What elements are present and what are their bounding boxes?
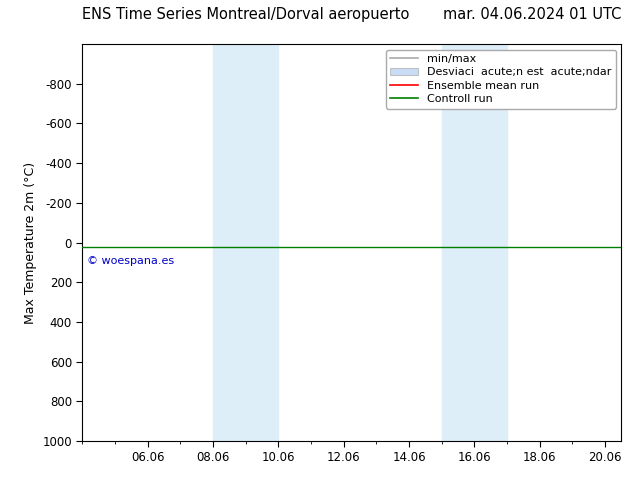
Text: © woespana.es: © woespana.es <box>87 256 174 267</box>
Text: ENS Time Series Montreal/Dorval aeropuerto: ENS Time Series Montreal/Dorval aeropuer… <box>82 7 410 22</box>
Text: mar. 04.06.2024 01 UTC: mar. 04.06.2024 01 UTC <box>443 7 621 22</box>
Bar <box>213 44 278 441</box>
Y-axis label: Max Temperature 2m (°C): Max Temperature 2m (°C) <box>24 162 37 323</box>
Bar <box>442 44 507 441</box>
Title: ENS Time Series Montreal/Dorval aeropuerto      mar. 04.06.2024 01 UTC: ENS Time Series Montreal/Dorval aeropuer… <box>0 489 1 490</box>
Legend: min/max, Desviaci  acute;n est  acute;ndar, Ensemble mean run, Controll run: min/max, Desviaci acute;n est acute;ndar… <box>386 49 616 109</box>
